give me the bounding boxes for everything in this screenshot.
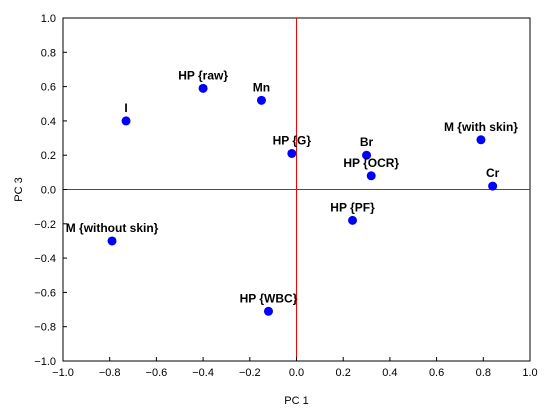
data-point-label: M {with skin}: [444, 120, 518, 134]
x-axis-label: PC 1: [284, 395, 308, 407]
data-point-label: M {without skin}: [66, 221, 159, 235]
data-point-label: HP {WBC}: [240, 291, 298, 305]
data-point: [348, 215, 358, 225]
data-point: [263, 306, 273, 316]
y-axis-label: PC 3: [13, 177, 25, 201]
y-tick-label: 0.8: [41, 47, 56, 59]
x-tick-label: −1.0: [52, 367, 74, 379]
x-tick-label: 0.4: [382, 367, 397, 379]
y-tick-label: 0.0: [41, 185, 56, 197]
y-tick-label: −0.2: [34, 219, 56, 231]
data-point: [488, 181, 498, 191]
x-tick-label: −0.8: [99, 367, 121, 379]
x-tick-label: 0.8: [476, 367, 491, 379]
reference-lines: [63, 18, 530, 361]
data-point: [256, 95, 266, 105]
x-tick-label: −0.4: [192, 367, 214, 379]
data-point-label: HP {G}: [273, 133, 312, 147]
data-point: [198, 83, 208, 93]
data-point-label: Mn: [253, 80, 270, 94]
x-tick-label: −0.2: [239, 367, 261, 379]
y-tick-label: −1.0: [34, 356, 56, 368]
y-tick-label: 0.2: [41, 150, 56, 162]
x-tick-label: 0.6: [429, 367, 444, 379]
x-tick-label: 1.0: [522, 367, 537, 379]
y-tick-label: 0.4: [41, 116, 56, 128]
data-point-label: HP {raw}: [178, 68, 228, 82]
data-point-label: HP {PF}: [330, 200, 375, 214]
data-point-label: HP {OCR}: [343, 156, 399, 170]
data-point: [362, 150, 372, 160]
y-tick-label: −0.6: [34, 287, 56, 299]
y-tick-label: −0.8: [34, 322, 56, 334]
y-tick-label: 1.0: [41, 13, 56, 25]
data-point-label: Cr: [486, 166, 500, 180]
data-point: [366, 171, 376, 181]
data-point-label: Br: [360, 135, 374, 149]
data-point: [121, 116, 131, 126]
data-point-label: I: [124, 101, 127, 115]
x-tick-label: 0.0: [289, 367, 304, 379]
data-point: [287, 148, 297, 158]
data-point: [107, 236, 117, 246]
y-axis-ticks: −1.0 −0.8 −0.6 −0.4 −0.2 0.0 0.2 0.4 0.6 0.8 1.0: [34, 13, 67, 368]
x-tick-label: 0.2: [336, 367, 351, 379]
y-tick-label: −0.4: [34, 253, 56, 265]
data-points: HP {raw} Mn I HP {G} Br M {with skin} HP {OCR}…: [66, 68, 518, 316]
x-axis-ticks: −1.0 −0.8 −0.6 −0.4 −0.2 0.0 0.2 0.4 0.6 0.8 1.0: [52, 357, 538, 379]
data-point: [476, 135, 486, 145]
y-tick-label: 0.6: [41, 82, 56, 94]
x-tick-label: −0.6: [146, 367, 168, 379]
